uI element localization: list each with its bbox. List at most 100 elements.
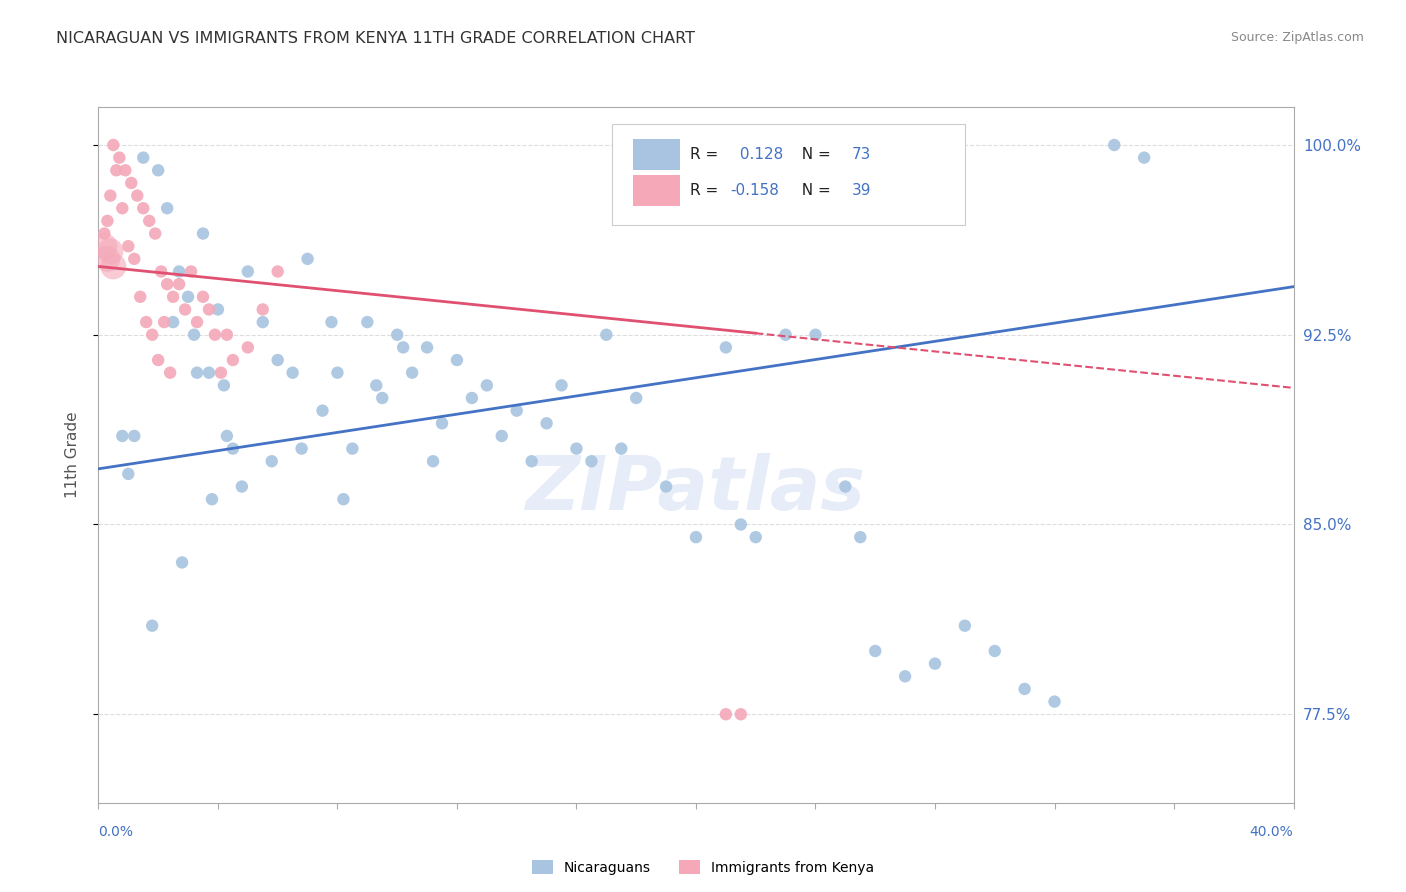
Point bbox=[215, 327, 238, 342]
Point bbox=[655, 479, 678, 493]
Point bbox=[103, 138, 125, 153]
Text: ZIPatlas: ZIPatlas bbox=[526, 453, 866, 526]
Point bbox=[332, 492, 354, 507]
Point bbox=[401, 366, 423, 380]
Point bbox=[236, 264, 259, 278]
Point bbox=[714, 707, 737, 722]
Point bbox=[290, 442, 312, 456]
Point bbox=[215, 429, 238, 443]
Point bbox=[222, 353, 245, 368]
Point bbox=[984, 644, 1007, 658]
Point bbox=[186, 315, 208, 329]
Point bbox=[626, 391, 648, 405]
Point bbox=[100, 244, 122, 259]
Point bbox=[167, 277, 190, 292]
Point bbox=[267, 353, 290, 368]
Point bbox=[595, 327, 617, 342]
Point bbox=[849, 530, 872, 544]
Point bbox=[124, 252, 146, 266]
Point bbox=[581, 454, 603, 468]
Point bbox=[1043, 695, 1066, 709]
Point bbox=[730, 707, 752, 722]
Y-axis label: 11th Grade: 11th Grade bbox=[65, 411, 80, 499]
Point bbox=[685, 530, 707, 544]
Point bbox=[222, 442, 245, 456]
Point bbox=[138, 214, 160, 228]
Text: N =: N = bbox=[792, 147, 835, 161]
Point bbox=[416, 340, 439, 354]
Point bbox=[461, 391, 484, 405]
Point bbox=[167, 264, 190, 278]
Point bbox=[150, 264, 173, 278]
Point bbox=[162, 290, 184, 304]
Point bbox=[135, 315, 157, 329]
Point bbox=[111, 201, 134, 215]
Legend: Nicaraguans, Immigrants from Kenya: Nicaraguans, Immigrants from Kenya bbox=[527, 855, 879, 880]
Point bbox=[191, 290, 214, 304]
Text: 0.0%: 0.0% bbox=[98, 825, 134, 839]
Point bbox=[392, 340, 415, 354]
Point bbox=[124, 429, 146, 443]
Point bbox=[198, 366, 221, 380]
Point bbox=[209, 366, 232, 380]
Point bbox=[430, 417, 453, 431]
Point bbox=[385, 327, 409, 342]
Point bbox=[96, 252, 118, 266]
Point bbox=[252, 302, 274, 317]
Point bbox=[114, 163, 136, 178]
Point bbox=[129, 290, 152, 304]
FancyBboxPatch shape bbox=[613, 124, 965, 226]
Text: Source: ZipAtlas.com: Source: ZipAtlas.com bbox=[1230, 31, 1364, 45]
Point bbox=[745, 530, 768, 544]
Point bbox=[108, 151, 131, 165]
FancyBboxPatch shape bbox=[633, 175, 681, 206]
Point bbox=[111, 429, 134, 443]
Point bbox=[127, 188, 149, 202]
Point bbox=[186, 366, 208, 380]
Point bbox=[212, 378, 235, 392]
Point bbox=[536, 417, 558, 431]
Text: 73: 73 bbox=[852, 147, 870, 161]
Point bbox=[183, 327, 205, 342]
Point bbox=[162, 315, 184, 329]
Point bbox=[93, 239, 115, 253]
Point bbox=[446, 353, 468, 368]
Point bbox=[103, 260, 125, 274]
Point bbox=[159, 366, 181, 380]
Text: 40.0%: 40.0% bbox=[1250, 825, 1294, 839]
Point bbox=[422, 454, 444, 468]
Point bbox=[100, 188, 122, 202]
Point bbox=[267, 264, 290, 278]
Text: 0.128: 0.128 bbox=[735, 147, 783, 161]
FancyBboxPatch shape bbox=[633, 139, 681, 169]
Point bbox=[520, 454, 543, 468]
Point bbox=[201, 492, 224, 507]
Point bbox=[141, 327, 163, 342]
Point bbox=[180, 264, 202, 278]
Point bbox=[565, 442, 588, 456]
Text: -0.158: -0.158 bbox=[731, 183, 779, 198]
Point bbox=[506, 403, 529, 417]
Point bbox=[804, 327, 827, 342]
Point bbox=[371, 391, 394, 405]
Point bbox=[1133, 151, 1156, 165]
Point bbox=[366, 378, 388, 392]
Point bbox=[252, 315, 274, 329]
Point bbox=[321, 315, 343, 329]
Text: NICARAGUAN VS IMMIGRANTS FROM KENYA 11TH GRADE CORRELATION CHART: NICARAGUAN VS IMMIGRANTS FROM KENYA 11TH… bbox=[56, 31, 695, 46]
Point bbox=[924, 657, 946, 671]
Point bbox=[311, 403, 333, 417]
Text: R =: R = bbox=[690, 183, 723, 198]
Point bbox=[775, 327, 797, 342]
Point bbox=[714, 340, 737, 354]
Text: N =: N = bbox=[792, 183, 835, 198]
Point bbox=[191, 227, 214, 241]
Point bbox=[153, 315, 176, 329]
Point bbox=[156, 277, 179, 292]
Point bbox=[297, 252, 319, 266]
Point bbox=[260, 454, 283, 468]
Point bbox=[863, 644, 887, 658]
Point bbox=[132, 151, 155, 165]
Point bbox=[132, 201, 155, 215]
Text: R =: R = bbox=[690, 147, 723, 161]
